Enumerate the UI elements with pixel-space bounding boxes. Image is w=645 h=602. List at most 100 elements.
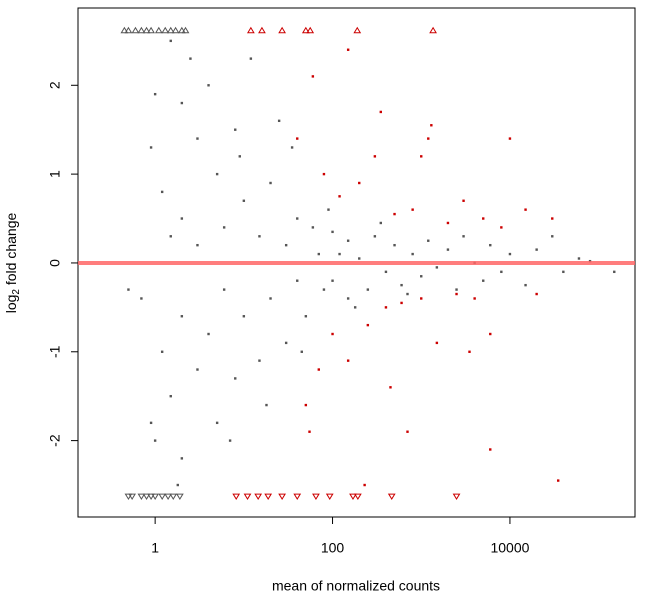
point bbox=[169, 39, 172, 43]
clipped-point bbox=[177, 26, 186, 34]
point bbox=[284, 243, 288, 247]
point bbox=[393, 243, 396, 247]
point bbox=[482, 279, 485, 282]
point bbox=[411, 208, 414, 211]
point bbox=[400, 283, 403, 287]
point bbox=[327, 208, 330, 211]
point bbox=[234, 377, 237, 380]
point bbox=[249, 57, 253, 60]
clipped-point bbox=[128, 493, 136, 501]
point bbox=[311, 226, 315, 229]
point bbox=[373, 235, 377, 238]
point bbox=[551, 235, 554, 238]
clipped-point bbox=[147, 493, 155, 501]
point bbox=[258, 235, 261, 238]
x-tick-label: 1 bbox=[151, 540, 159, 556]
point bbox=[389, 386, 392, 389]
point bbox=[207, 84, 210, 87]
point bbox=[265, 403, 268, 407]
point bbox=[455, 292, 458, 296]
point bbox=[420, 275, 423, 278]
clipped-point bbox=[452, 493, 461, 501]
point bbox=[296, 279, 299, 282]
point bbox=[524, 208, 527, 211]
clipped-point bbox=[312, 493, 320, 501]
point bbox=[489, 448, 492, 451]
point bbox=[180, 315, 184, 318]
point bbox=[296, 137, 299, 140]
point bbox=[331, 230, 334, 234]
clipped-point bbox=[164, 493, 172, 501]
y-axis-label-main: log bbox=[3, 295, 19, 314]
point bbox=[322, 172, 326, 176]
clipped-point bbox=[353, 493, 362, 501]
point bbox=[562, 270, 565, 274]
point bbox=[338, 252, 341, 256]
point bbox=[435, 266, 439, 269]
clipped-point bbox=[151, 493, 160, 501]
point bbox=[358, 181, 361, 185]
point bbox=[331, 332, 334, 336]
point bbox=[153, 439, 157, 442]
point bbox=[535, 292, 538, 296]
clipped-point bbox=[278, 26, 286, 34]
clipped-point bbox=[232, 493, 241, 501]
clipped-point bbox=[131, 26, 140, 34]
point bbox=[366, 323, 370, 327]
clipped-point bbox=[429, 26, 437, 34]
clipped-point bbox=[169, 493, 178, 501]
clipped-point bbox=[171, 26, 180, 34]
clipped-point bbox=[349, 493, 357, 501]
point bbox=[551, 217, 554, 220]
point bbox=[140, 297, 143, 300]
y-tick-label: -1 bbox=[47, 345, 63, 358]
clipped-point bbox=[142, 26, 151, 34]
point bbox=[180, 101, 184, 105]
point bbox=[346, 239, 350, 242]
clipped-point bbox=[175, 493, 184, 501]
point bbox=[500, 270, 503, 274]
point bbox=[317, 252, 320, 256]
point bbox=[524, 283, 527, 287]
y-axis-label-rest: fold change bbox=[3, 213, 19, 289]
point bbox=[215, 172, 219, 176]
point bbox=[169, 235, 172, 238]
point bbox=[430, 124, 433, 127]
point bbox=[353, 306, 357, 309]
point bbox=[153, 92, 157, 96]
point bbox=[406, 430, 409, 433]
point bbox=[489, 332, 492, 336]
clipped-point bbox=[181, 26, 190, 34]
clipped-point bbox=[124, 493, 133, 501]
point bbox=[508, 252, 512, 256]
point bbox=[277, 119, 281, 123]
point bbox=[160, 190, 164, 194]
point bbox=[556, 479, 560, 482]
clipped-point bbox=[161, 26, 170, 34]
point bbox=[196, 137, 199, 140]
point bbox=[222, 288, 226, 291]
point bbox=[149, 146, 153, 149]
point bbox=[169, 394, 172, 398]
clipped-point bbox=[278, 493, 286, 501]
point bbox=[473, 297, 476, 300]
point bbox=[322, 288, 326, 291]
point bbox=[296, 217, 299, 220]
point bbox=[577, 257, 581, 260]
clipped-point bbox=[137, 493, 146, 501]
point bbox=[373, 155, 377, 158]
point bbox=[482, 217, 485, 220]
point bbox=[366, 288, 370, 291]
y-tick-label: 1 bbox=[47, 170, 63, 178]
x-axis-label: mean of normalized counts bbox=[272, 578, 440, 594]
point bbox=[269, 181, 272, 185]
point bbox=[384, 270, 388, 274]
point bbox=[358, 257, 361, 260]
point bbox=[300, 350, 303, 353]
clipped-point bbox=[293, 493, 302, 501]
point bbox=[269, 297, 272, 300]
point bbox=[393, 212, 396, 216]
point bbox=[500, 226, 503, 229]
